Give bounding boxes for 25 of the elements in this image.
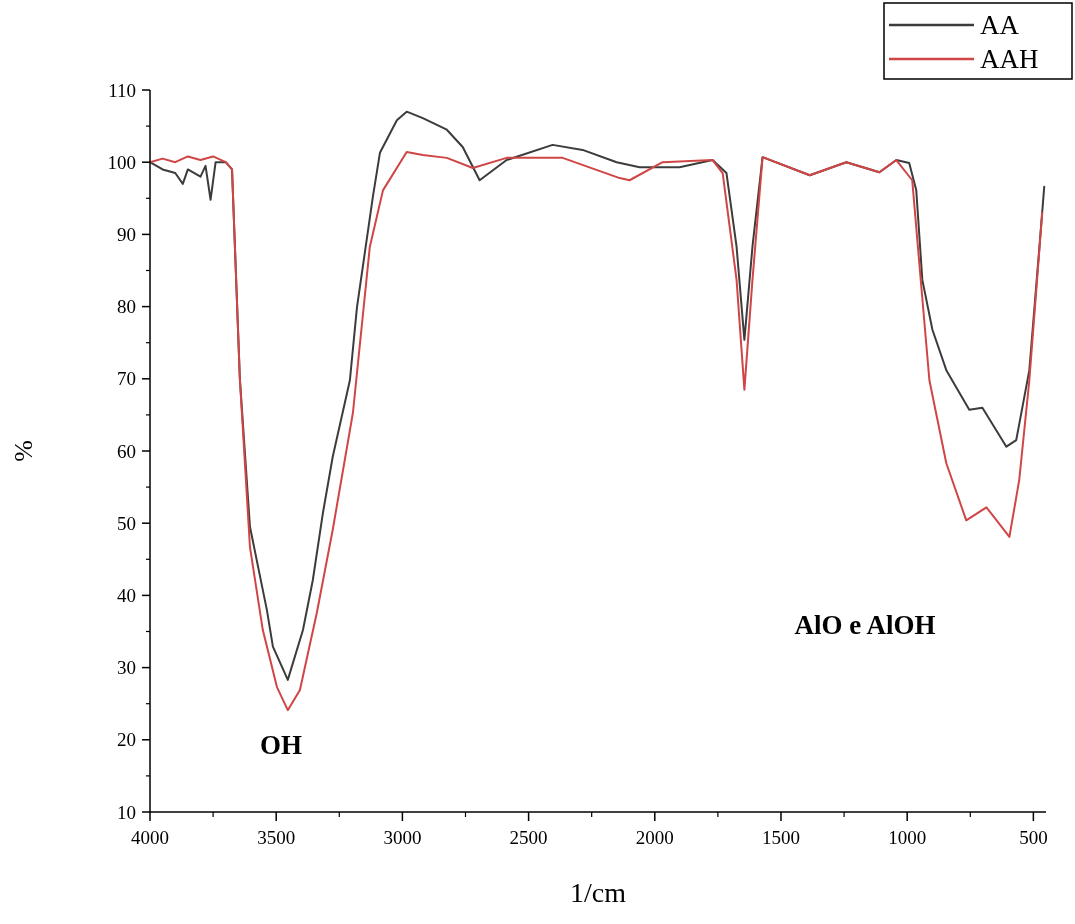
y-axis-title: %	[9, 440, 38, 462]
x-tick-label: 3500	[257, 827, 296, 848]
y-tick-label: 80	[117, 296, 136, 318]
x-tick-label: 2000	[635, 827, 674, 848]
x-tick-label: 1000	[888, 827, 927, 848]
y-tick-label: 20	[117, 729, 136, 751]
y-tick-label: 60	[117, 440, 136, 462]
x-tick-label: 2500	[509, 827, 548, 848]
legend-label: AA	[980, 10, 1020, 41]
legend-label: AAH	[980, 44, 1039, 75]
y-tick-label: 90	[117, 224, 136, 246]
x-tick-label: 3000	[383, 827, 422, 848]
y-tick-label: 50	[117, 512, 136, 534]
x-tick-label: 4000	[131, 827, 169, 848]
x-tick-label: 1500	[761, 827, 800, 848]
y-tick-label: 70	[117, 368, 136, 390]
y-tick-label: 40	[117, 585, 136, 607]
annotation: OH	[259, 730, 303, 761]
y-tick-label: 10	[117, 801, 136, 823]
y-tick-label: 30	[117, 657, 136, 679]
y-tick-label: 100	[107, 151, 136, 173]
annotation: AlO e AlOH	[794, 610, 936, 641]
x-axis-title: 1/cm	[570, 877, 627, 908]
y-tick-label: 110	[108, 79, 136, 101]
x-tick-label: 500	[1019, 827, 1048, 848]
